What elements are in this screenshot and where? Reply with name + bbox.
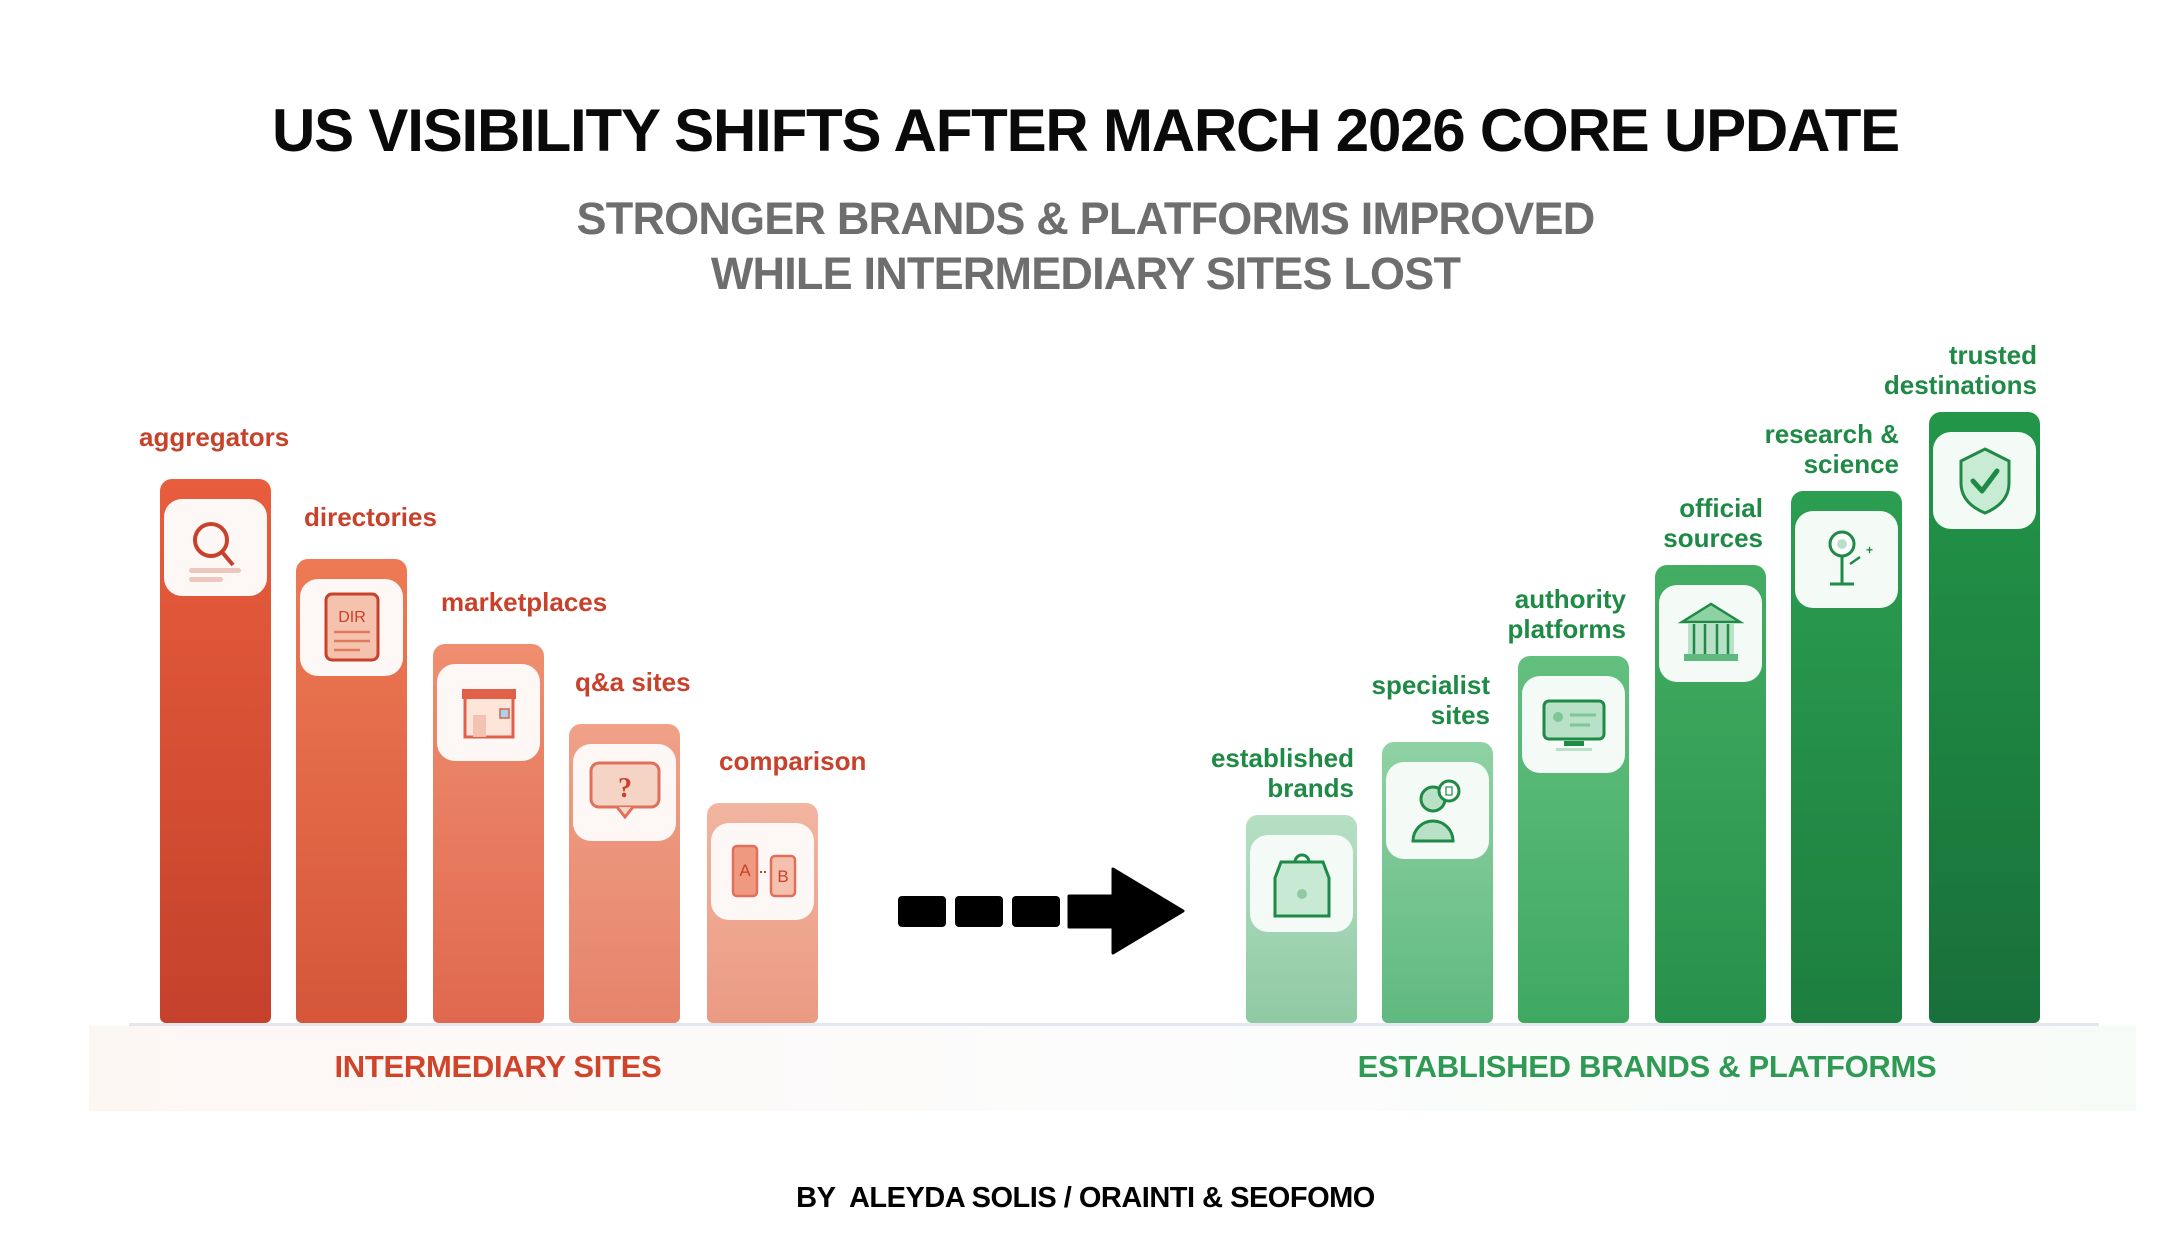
bar-authority-platforms	[1518, 656, 1629, 1023]
bar-label: trusted destinations	[1884, 340, 2037, 400]
bar-specialist-sites	[1382, 741, 1493, 1023]
bar-aggregators	[160, 479, 271, 1023]
group-label-intermediary: INTERMEDIARY SITES	[334, 1049, 662, 1084]
chart-subtitle-line-1: STRONGER BRANDS & PLATFORMS IMPROVED	[576, 193, 1596, 244]
svg-text:DIR: DIR	[338, 609, 366, 626]
bar-directories: DIR	[296, 558, 407, 1023]
arrow-right-icon	[898, 867, 1185, 955]
byline: BY ALEYDA SOLIS / ORAINTI & SEOFOMO	[796, 1182, 1375, 1214]
bar-label-line: specialist	[1371, 669, 1490, 700]
microscope-icon: +	[1795, 511, 1898, 609]
storefront-icon	[437, 664, 540, 762]
group-label-established: ESTABLISHED BRANDS & PLATFORMS	[1357, 1049, 1937, 1084]
bar-label: q&a sites	[575, 666, 691, 697]
bar-label-line: platforms	[1507, 614, 1626, 645]
svg-text:A: A	[739, 861, 751, 880]
bar-research-science: +	[1791, 491, 1902, 1023]
monitor-profile-icon	[1522, 676, 1625, 774]
chart-title: US VISIBILITY SHIFTS AFTER MARCH 2026 CO…	[272, 97, 1900, 164]
bar-label: aggregators	[139, 422, 290, 453]
bar-marketplaces	[433, 644, 544, 1023]
svg-text:+: +	[1866, 543, 1873, 557]
bar-label-line: official	[1679, 492, 1763, 523]
bar-q-a-sites: ?	[569, 723, 680, 1023]
bar-label: marketplaces	[441, 587, 608, 618]
bar-label-line: established	[1210, 743, 1354, 774]
group-label-band	[89, 1026, 2136, 1111]
question-bubble-icon: ?	[573, 743, 676, 841]
shield-check-icon	[1933, 432, 2036, 529]
bar-trusted-destinations	[1929, 412, 2040, 1023]
bar-label-line: destinations	[1883, 370, 2037, 400]
svg-text:?: ?	[618, 773, 632, 804]
expert-person-icon	[1386, 761, 1489, 859]
bar-label: research & science	[1765, 419, 1899, 479]
bar-label: official sources	[1663, 493, 1763, 553]
chart-baseline	[129, 1023, 2099, 1026]
bar-label-line: trusted	[1948, 340, 2037, 370]
bar-label-line: authority	[1514, 584, 1626, 615]
bar-label: established brands	[1211, 743, 1354, 803]
bar-official-sources	[1655, 564, 1766, 1023]
bar-label-line: sources	[1663, 522, 1763, 553]
bar-label-line: brands	[1267, 773, 1354, 804]
bar-label: directories	[304, 501, 437, 532]
svg-text:B: B	[777, 867, 788, 886]
shopping-bag-icon	[1250, 835, 1353, 933]
bar-established-brands	[1246, 815, 1357, 1023]
government-building-icon	[1659, 584, 1762, 682]
bar-label-line: science	[1803, 449, 1899, 480]
directory-document-icon: DIR	[300, 578, 403, 676]
bar-label: comparison	[719, 746, 867, 777]
bar-label: specialist sites	[1371, 670, 1490, 730]
bar-label-line: sites	[1430, 699, 1490, 730]
bar-label-line: research &	[1764, 419, 1899, 450]
bar-label: authority platforms	[1508, 584, 1626, 644]
magnifier-icon	[164, 499, 267, 597]
chart-subtitle-line-2: WHILE INTERMEDIARY SITES LOST	[710, 248, 1461, 299]
